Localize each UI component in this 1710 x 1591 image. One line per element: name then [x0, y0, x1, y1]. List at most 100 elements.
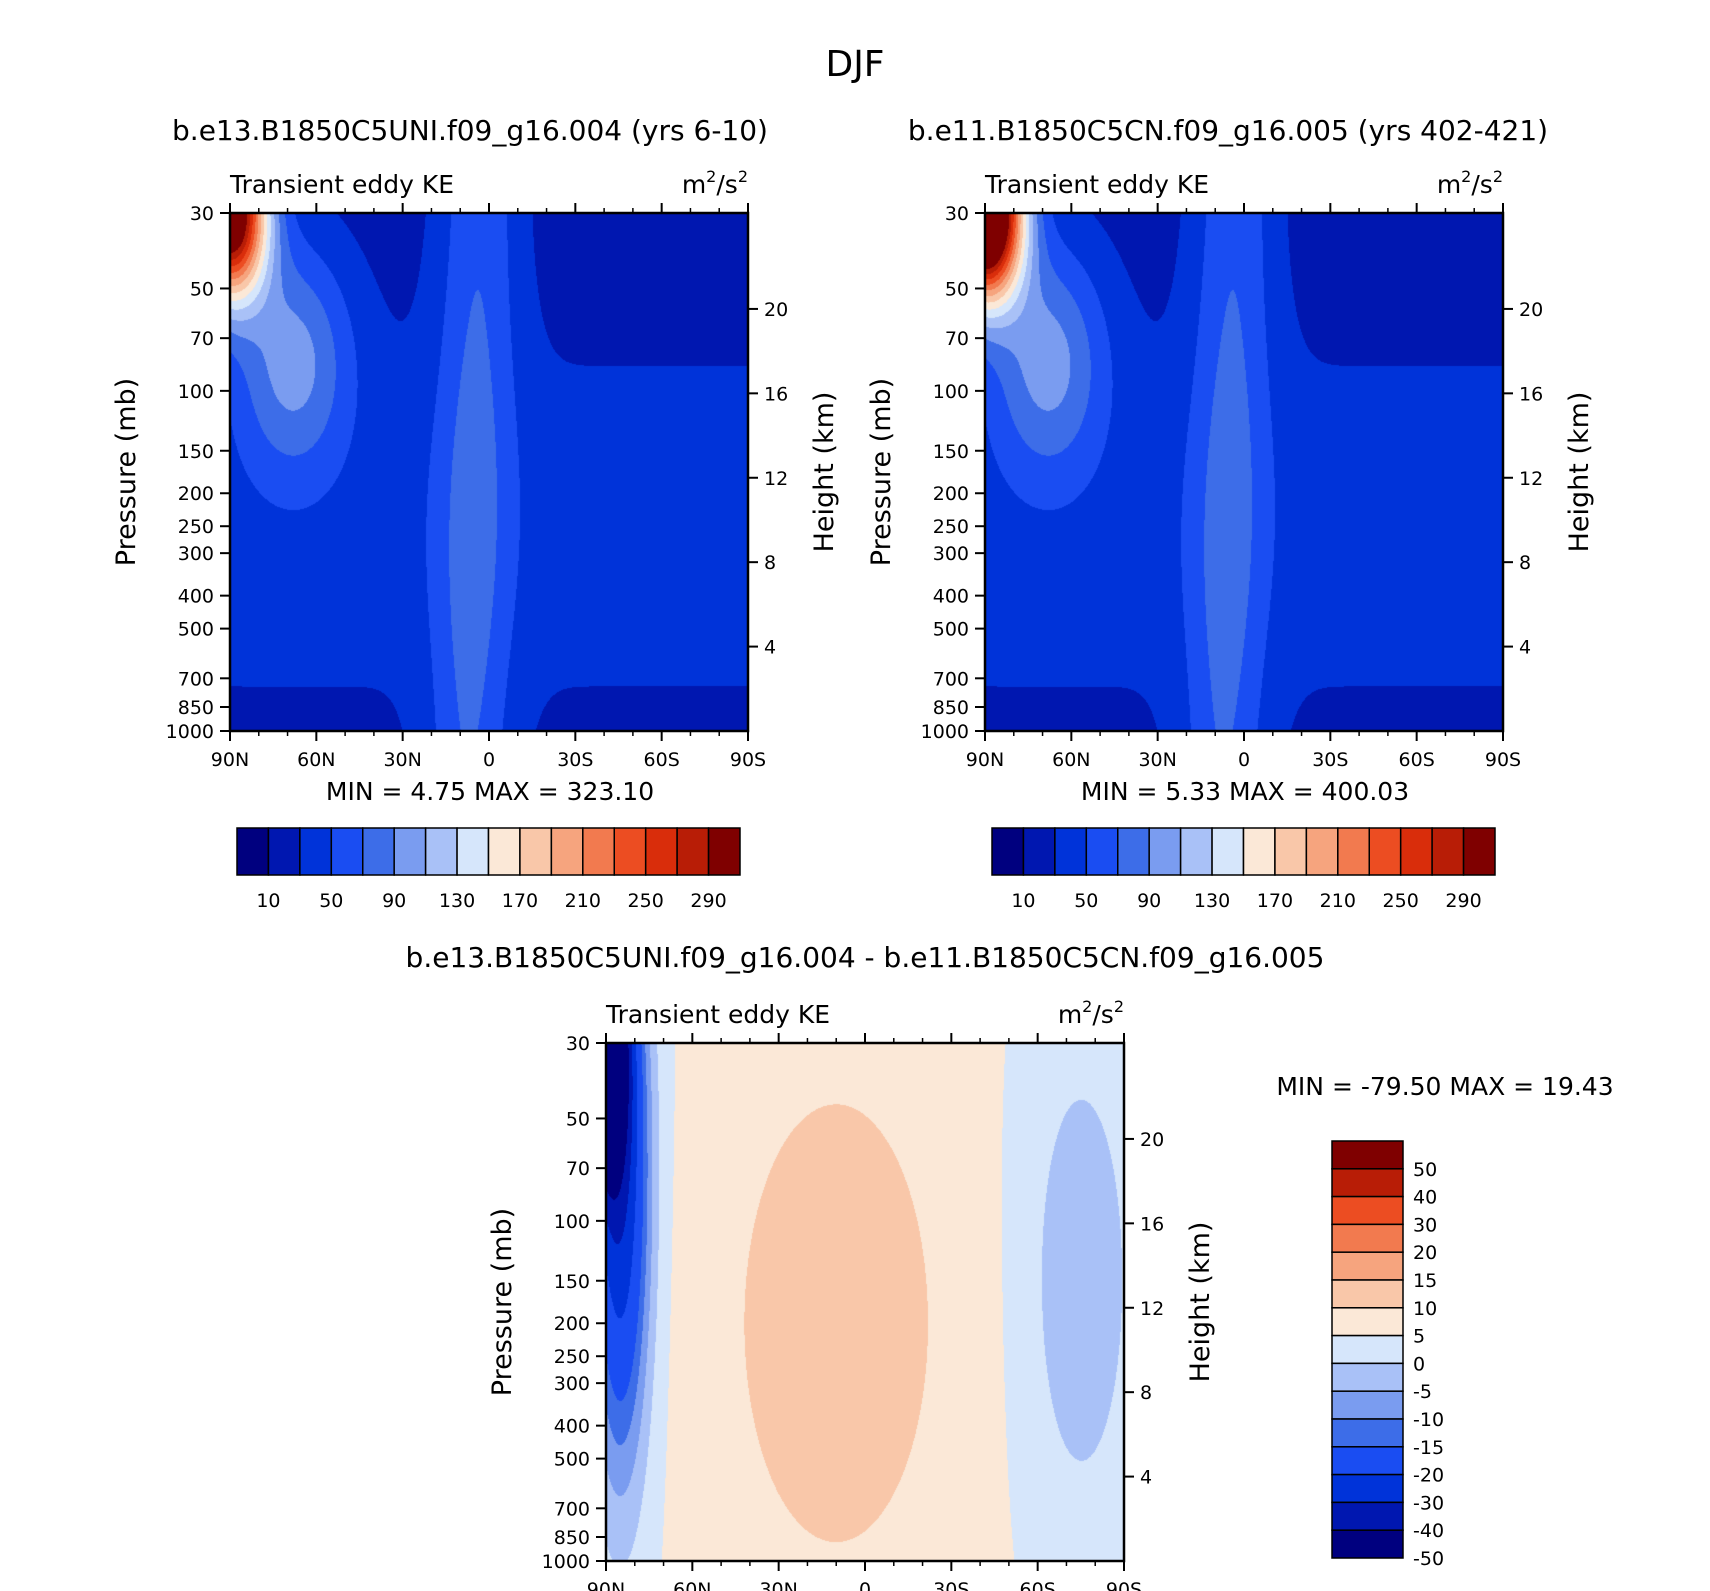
p3-colorbar-box	[1331, 1334, 1404, 1365]
p1-y-tick-label: 70	[190, 328, 214, 350]
p1-title: b.e13.B1850C5UNI.f09_g16.004 (yrs 6-10)	[172, 114, 768, 147]
p2-y-tick-label: 250	[933, 516, 969, 538]
p2-colorbar-box	[1462, 827, 1496, 876]
p3-colorbar-box	[1331, 1501, 1404, 1531]
p2-max-value: 400.03	[1322, 777, 1409, 806]
p1-x-tick-label: 0	[483, 749, 495, 771]
p2-colorbar-box	[1399, 827, 1433, 876]
p1-y-tick-label: 200	[178, 483, 214, 505]
p3-colorbar-label: -50	[1413, 1548, 1444, 1570]
p1-height-tick-label: 4	[764, 637, 776, 659]
p1-colorbar-box	[487, 827, 521, 876]
p2-contour-field	[985, 213, 1503, 731]
p3-variable-label: Transient eddy KE	[605, 1000, 830, 1029]
p1-height-tick-label: 16	[764, 383, 788, 405]
p1-y-tick-label: 100	[178, 381, 214, 403]
p3-colorbar-label: -10	[1413, 1409, 1444, 1431]
p1-x-tick-label: 60N	[297, 749, 335, 771]
p2-colorbar-box	[1022, 827, 1056, 876]
p1-colorbar-box	[707, 827, 741, 876]
p2-units-exponent-2: 2	[1493, 167, 1503, 186]
p3-y-tick-label: 300	[554, 1373, 590, 1395]
p2-units-exponent: 2	[1461, 167, 1471, 186]
p3-colorbar-label: 10	[1413, 1298, 1437, 1320]
p3-min-value: -79.50	[1361, 1072, 1442, 1101]
p3-y-tick-label: 250	[554, 1346, 590, 1368]
p3-x-tick-label: 90N	[587, 1579, 625, 1591]
p1-colorbar-label: 90	[382, 890, 406, 912]
p1-x-tick-label: 30N	[383, 749, 421, 771]
p1-y-axis-title: Pressure (mb)	[111, 378, 142, 566]
p1-y-tick-label: 50	[190, 278, 214, 300]
p1-colorbar-label: 210	[565, 890, 601, 912]
p2-x-tick-label: 90S	[1485, 749, 1521, 771]
p1-variable-label: Transient eddy KE	[229, 170, 454, 199]
p1-colorbar-label: 10	[256, 890, 280, 912]
p1-units-base: m	[682, 170, 706, 199]
p2-height-axis-title: Height (km)	[1564, 392, 1595, 553]
p1-x-tick-label: 60S	[644, 749, 680, 771]
p2-max-label: MAX =	[1221, 777, 1322, 806]
p2-y-tick-label: 850	[933, 697, 969, 719]
p3-colorbar-label: 40	[1413, 1187, 1437, 1209]
p1-contour-field	[230, 213, 748, 731]
p1-units-denominator: /s	[716, 170, 737, 199]
p3-colorbar-box	[1331, 1251, 1404, 1281]
p3-colorbar-box	[1331, 1168, 1404, 1198]
p1-units-exponent-2: 2	[738, 167, 748, 186]
p2-y-tick-label: 200	[933, 483, 969, 505]
p1-colorbar-label: 250	[628, 890, 664, 912]
p3-height-tick-label: 20	[1140, 1129, 1164, 1151]
p3-max-label: MAX =	[1441, 1072, 1542, 1101]
p3-min-label: MIN =	[1276, 1072, 1361, 1101]
p3-y-tick-label: 30	[566, 1033, 590, 1055]
p1-colorbar-box	[676, 827, 710, 876]
p3-y-tick-label: 100	[554, 1211, 590, 1233]
p3-colorbar-box	[1331, 1362, 1404, 1392]
p3-colorbar-label: 50	[1413, 1159, 1437, 1181]
p1-y-tick-label: 1000	[166, 721, 214, 743]
p1-y-tick-label: 30	[190, 203, 214, 225]
p2-y-tick-label: 30	[945, 203, 969, 225]
p1-colorbar-box	[550, 827, 584, 876]
p1-colorbar-box	[236, 827, 270, 876]
p2-min-label: MIN =	[1081, 777, 1166, 806]
p3-units-base: m	[1058, 1000, 1082, 1029]
p2-min-value: 5.33	[1165, 777, 1221, 806]
p3-x-tick-label: 60S	[1020, 1579, 1056, 1591]
p3-colorbar-box	[1331, 1418, 1404, 1448]
p3-height-tick-label: 8	[1140, 1382, 1152, 1404]
p1-colorbar-box	[613, 827, 647, 876]
p2-colorbar-box	[991, 827, 1025, 876]
p2-colorbar-box	[1368, 827, 1402, 876]
p2-x-tick-label: 60N	[1052, 749, 1090, 771]
p1-y-tick-label: 150	[178, 441, 214, 463]
p1-height-tick-label: 8	[764, 552, 776, 574]
p3-title: b.e13.B1850C5UNI.f09_g16.004 - b.e11.B18…	[406, 941, 1325, 974]
p2-y-tick-label: 100	[933, 381, 969, 403]
p2-variable-label: Transient eddy KE	[984, 170, 1209, 199]
p3-y-tick-label: 50	[566, 1108, 590, 1130]
p1-y-tick-label: 300	[178, 543, 214, 565]
p2-min-max-stats: MIN = 5.33 MAX = 400.03	[1081, 777, 1409, 806]
p2-y-tick-label: 150	[933, 441, 969, 463]
p2-y-tick-label: 300	[933, 543, 969, 565]
p1-min-value: 4.75	[410, 777, 466, 806]
p3-colorbar-label: -40	[1413, 1520, 1444, 1542]
p1-colorbar-box	[456, 827, 490, 876]
p3-max-value: 19.43	[1542, 1072, 1614, 1101]
p2-x-tick-label: 60S	[1399, 749, 1435, 771]
p1-y-tick-label: 700	[178, 668, 214, 690]
p3-height-axis-title: Height (km)	[1185, 1222, 1216, 1383]
p2-colorbar-label: 130	[1194, 890, 1230, 912]
p3-y-tick-label: 500	[554, 1449, 590, 1471]
p2-colorbar-box	[1148, 827, 1182, 876]
p2-colorbar-box	[1179, 827, 1213, 876]
p1-y-tick-label: 250	[178, 516, 214, 538]
p2-x-tick-label: 30S	[1312, 749, 1348, 771]
p1-min-max-stats: MIN = 4.75 MAX = 323.10	[326, 777, 654, 806]
p1-min-label: MIN =	[326, 777, 411, 806]
p3-units-exponent: 2	[1082, 997, 1092, 1016]
p3-colorbar-box	[1331, 1307, 1404, 1337]
